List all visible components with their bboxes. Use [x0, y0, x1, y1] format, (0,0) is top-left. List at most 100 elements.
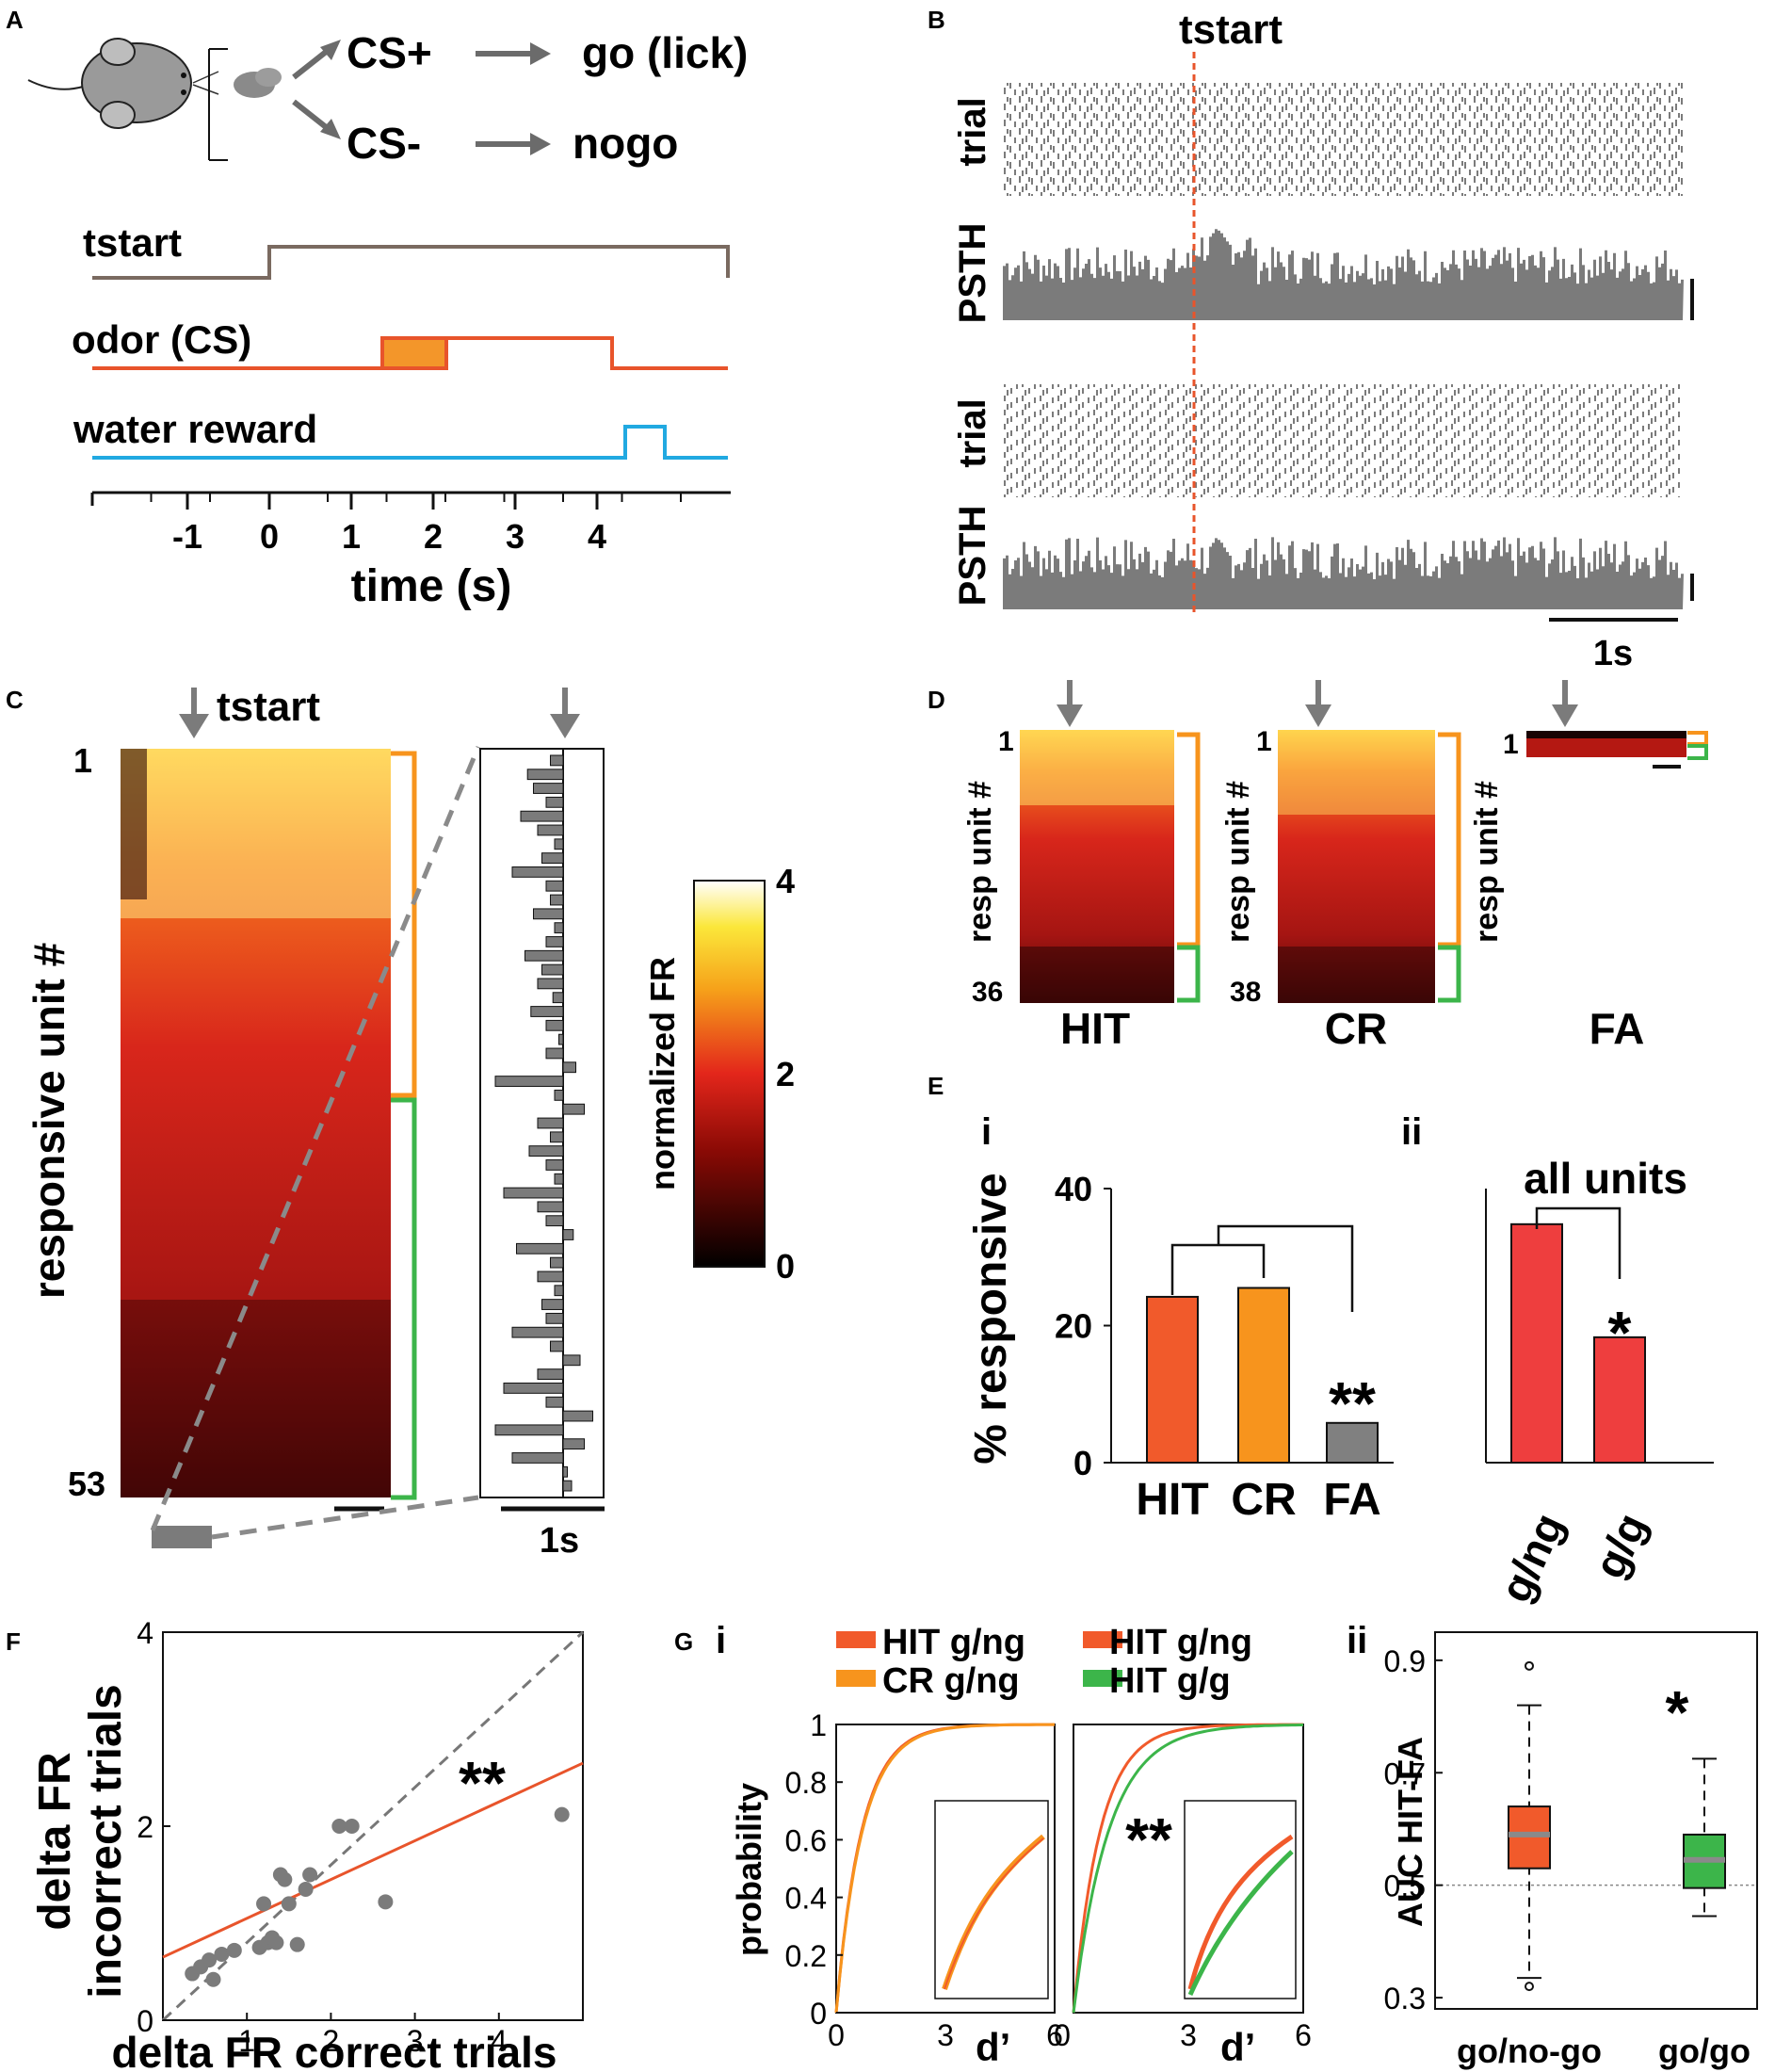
profile-bar — [554, 1285, 564, 1297]
mouse-icon — [27, 38, 219, 129]
f-ytick-label: 4 — [137, 1616, 153, 1650]
time-axis: -1 0 1 2 3 4 — [90, 491, 731, 556]
heatmap-fa-top — [1526, 731, 1686, 738]
bracket-orange-cr — [1438, 732, 1461, 947]
panel-c-letter: C — [6, 686, 24, 714]
panel-d-letter: D — [928, 686, 945, 714]
port-bracket — [208, 48, 228, 161]
label-trial-top: trial — [952, 97, 993, 166]
f-point — [205, 1971, 221, 1987]
heatmap-c-bright-region — [121, 749, 391, 1497]
box-xlabel-1: go/no-go — [1457, 2032, 1602, 2070]
time-scalebar-c2-label: 1s — [540, 1521, 579, 1561]
nogo-label: nogo — [573, 119, 678, 168]
g-legend-4: HIT g/g — [1109, 1661, 1231, 1701]
arrow-icon — [292, 40, 551, 155]
f-point — [331, 1819, 347, 1834]
tstart-marker-c: tstart — [217, 684, 320, 730]
g-ii-xlabel: d’ — [1220, 2025, 1255, 2069]
panel-a-letter: A — [6, 6, 24, 34]
g-ii-inset-curve-gg — [1187, 1850, 1294, 1997]
profile-bar — [562, 1465, 568, 1478]
profile-bar — [552, 992, 564, 1004]
down-arrow-icon — [179, 688, 209, 738]
g-i-curve-cr — [834, 1723, 1055, 2014]
profile-bar — [541, 852, 564, 864]
bar-profile-bars — [494, 754, 593, 1492]
a-tick-label: -1 — [172, 517, 202, 556]
profile-bar — [545, 1047, 564, 1060]
f-point — [281, 1896, 297, 1912]
profile-bar — [516, 1242, 564, 1255]
profile-bar — [511, 1326, 564, 1338]
profile-bar — [545, 796, 564, 808]
profile-bar — [545, 1019, 564, 1031]
box-outlier — [1525, 1982, 1534, 1992]
f-point — [226, 1942, 242, 1958]
profile-bar — [554, 838, 564, 850]
profile-bar — [550, 1131, 564, 1143]
zoom-dashed-line-2 — [211, 1495, 479, 1540]
psth-top — [1003, 229, 1684, 320]
e-i-bar — [1326, 1421, 1379, 1465]
colorbar — [693, 880, 766, 1268]
zoom-dashed-line-1 — [150, 746, 481, 1531]
e-yticks: 40 20 0 — [1055, 1170, 1111, 1482]
odor-pulse-fill — [380, 336, 448, 370]
profile-bar — [562, 1103, 585, 1115]
profile-bar — [562, 1410, 593, 1422]
f-point — [214, 1946, 230, 1962]
e-ii-significance: * — [1608, 1299, 1632, 1367]
g-legend-2: CR g/ng — [882, 1661, 1020, 1701]
profile-bar — [503, 1187, 564, 1199]
f-point — [378, 1894, 394, 1910]
e-i-bar — [1146, 1295, 1199, 1464]
a-tick-label: 2 — [424, 517, 443, 556]
a-tick-label: 0 — [260, 517, 279, 556]
tstart-marker-b: tstart — [1179, 7, 1283, 53]
profile-bar — [545, 936, 564, 947]
panel-b-letter: B — [928, 6, 945, 34]
g-significance: ** — [1125, 1805, 1172, 1873]
trace-water-label: water reward — [73, 407, 317, 451]
down-arrow-icon — [1552, 680, 1578, 727]
bracket-orange-hit — [1177, 732, 1201, 947]
g-ytick-label: 0.6 — [785, 1823, 827, 1857]
time-scalebar-b-label: 1s — [1593, 634, 1633, 673]
odor-trace — [92, 336, 728, 370]
a-tick-label: 4 — [588, 517, 606, 556]
a-tick-label: 3 — [506, 517, 524, 556]
g-legend-3: HIT g/ng — [1109, 1623, 1252, 1662]
f-fit-segment — [162, 1761, 584, 1959]
time-axis-title: time (s) — [351, 561, 512, 611]
profile-bar — [562, 1438, 585, 1450]
heatmap-cr-top — [1278, 730, 1435, 815]
g-legend: HIT g/ng CR g/ng HIT g/ng HIT g/g — [836, 1623, 1252, 1701]
tstart-trace — [92, 245, 730, 280]
panel-g-sub-i: i — [716, 1620, 726, 1661]
heat-dark — [121, 1300, 391, 1497]
profile-bar — [503, 1383, 564, 1394]
label-psth-top: PSTH — [952, 223, 993, 324]
profile-bar — [545, 880, 564, 892]
profile-bar — [537, 1117, 564, 1129]
g-ii-curve-hit-gg — [1072, 1724, 1303, 2014]
f-point — [268, 1934, 284, 1951]
f-point — [344, 1819, 360, 1834]
panel-e-letter: E — [928, 1072, 944, 1100]
water-trace — [92, 425, 728, 460]
profile-bar — [537, 1368, 564, 1381]
panel-g-letter: G — [674, 1627, 693, 1656]
f-xtick-label: 2 — [323, 2024, 340, 2058]
heatmap-cr-bottom — [1278, 947, 1435, 1003]
g-ytick-label: 0.2 — [785, 1939, 827, 1973]
e-i-significance: ** — [1329, 1369, 1376, 1437]
box-plot: 0.9 0.7 0.5 0.3 — [1384, 1644, 1757, 2015]
g-cdf-curves — [834, 1723, 1303, 2014]
profile-bar — [530, 1006, 564, 1017]
box-frame — [1434, 1631, 1758, 2010]
f-fit-line — [162, 1761, 584, 1959]
profile-bar — [562, 1229, 574, 1240]
heatmap-hit-bottom — [1020, 947, 1174, 1003]
profile-bar — [550, 1256, 564, 1269]
